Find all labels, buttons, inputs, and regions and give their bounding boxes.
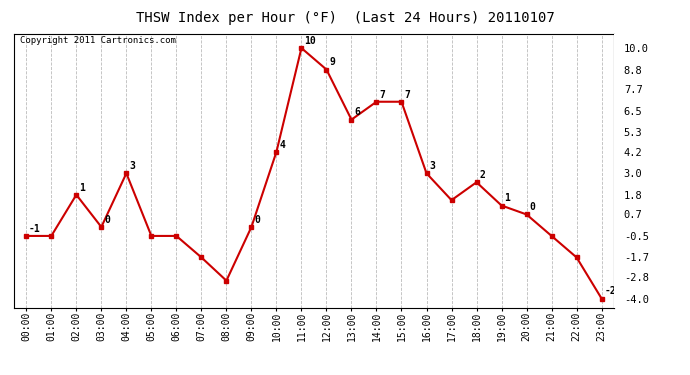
Text: THSW Index per Hour (°F)  (Last 24 Hours) 20110107: THSW Index per Hour (°F) (Last 24 Hours)… [136,11,554,25]
Text: 9: 9 [329,57,335,68]
Text: 2: 2 [480,170,485,180]
Text: Copyright 2011 Cartronics.com: Copyright 2011 Cartronics.com [20,36,176,45]
Text: 1: 1 [79,183,85,193]
Text: 0: 0 [104,215,110,225]
Text: -1: -1 [29,224,41,234]
Text: 3: 3 [429,161,435,171]
Text: 6: 6 [354,108,360,117]
Text: 0: 0 [254,215,260,225]
Text: 10: 10 [304,36,316,46]
Text: 4: 4 [279,140,285,150]
Text: 1: 1 [504,194,510,203]
Text: 7: 7 [404,90,410,100]
Text: -2: -2 [604,286,616,296]
Text: 3: 3 [129,161,135,171]
Text: 7: 7 [380,90,385,100]
Text: 0: 0 [529,202,535,212]
